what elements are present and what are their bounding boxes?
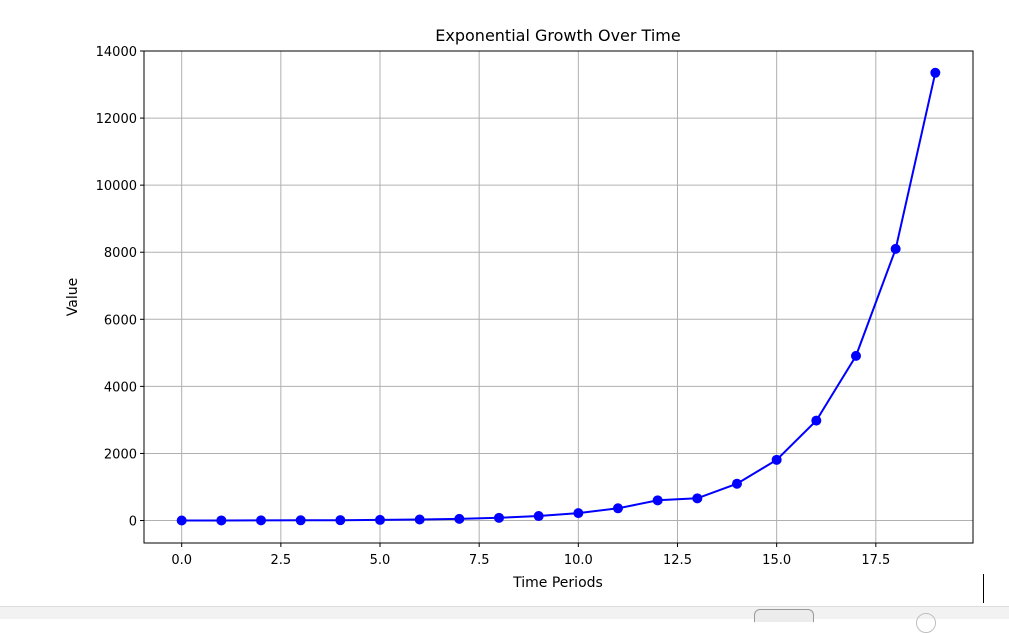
plot-frame bbox=[143, 50, 974, 544]
x-tick-label: 5.0 bbox=[370, 553, 391, 568]
data-point bbox=[930, 67, 941, 78]
data-point bbox=[612, 503, 623, 514]
data-point bbox=[256, 515, 267, 526]
data-point bbox=[652, 495, 663, 506]
data-point bbox=[573, 508, 584, 519]
text-cursor bbox=[983, 574, 984, 603]
chart-title: Exponential Growth Over Time bbox=[435, 26, 680, 45]
x-tick-label: 12.5 bbox=[663, 553, 692, 568]
data-point bbox=[731, 478, 742, 489]
data-point bbox=[454, 513, 465, 524]
series-line bbox=[181, 72, 937, 522]
y-axis-label: Value bbox=[65, 278, 81, 316]
x-tick-label: 10.0 bbox=[564, 553, 593, 568]
data-point bbox=[375, 514, 386, 525]
y-tick-label: 14000 bbox=[96, 45, 137, 60]
y-tick-label: 0 bbox=[129, 515, 137, 530]
y-tick-label: 10000 bbox=[96, 179, 137, 194]
y-tick-label: 8000 bbox=[104, 246, 137, 261]
bottom-panel bbox=[0, 606, 1009, 633]
circle-icon[interactable] bbox=[916, 613, 936, 633]
data-point bbox=[890, 243, 901, 254]
y-tick-label: 4000 bbox=[104, 380, 137, 395]
data-point bbox=[414, 514, 425, 525]
data-point bbox=[216, 515, 227, 526]
y-tick-label: 2000 bbox=[104, 447, 137, 462]
data-point bbox=[295, 515, 306, 526]
series-layer bbox=[176, 67, 941, 526]
grid-lines bbox=[144, 50, 973, 543]
x-tick-label: 2.5 bbox=[271, 553, 292, 568]
x-tick-label: 17.5 bbox=[861, 553, 890, 568]
y-tick-label: 12000 bbox=[96, 112, 137, 127]
axis-ticks: 0.0 2.5 5.0 7.5 10.0 12.5 15.0 17.5 0 2000 4000 600… bbox=[96, 45, 891, 568]
data-point bbox=[533, 511, 544, 522]
data-point bbox=[176, 515, 187, 526]
x-tick-label: 0.0 bbox=[171, 553, 192, 568]
panel-button[interactable] bbox=[754, 609, 814, 622]
x-tick-label: 7.5 bbox=[469, 553, 490, 568]
x-tick-label: 15.0 bbox=[762, 553, 791, 568]
data-point bbox=[335, 515, 346, 526]
data-point bbox=[811, 415, 822, 426]
data-point bbox=[494, 512, 505, 523]
data-point bbox=[692, 493, 703, 504]
data-point bbox=[850, 350, 861, 361]
line-chart: 0.0 2.5 5.0 7.5 10.0 12.5 15.0 17.5 0 2000 4000 600… bbox=[65, 26, 974, 591]
y-tick-label: 6000 bbox=[104, 313, 137, 328]
data-point bbox=[771, 454, 782, 465]
x-axis-label: Time Periods bbox=[512, 575, 603, 591]
